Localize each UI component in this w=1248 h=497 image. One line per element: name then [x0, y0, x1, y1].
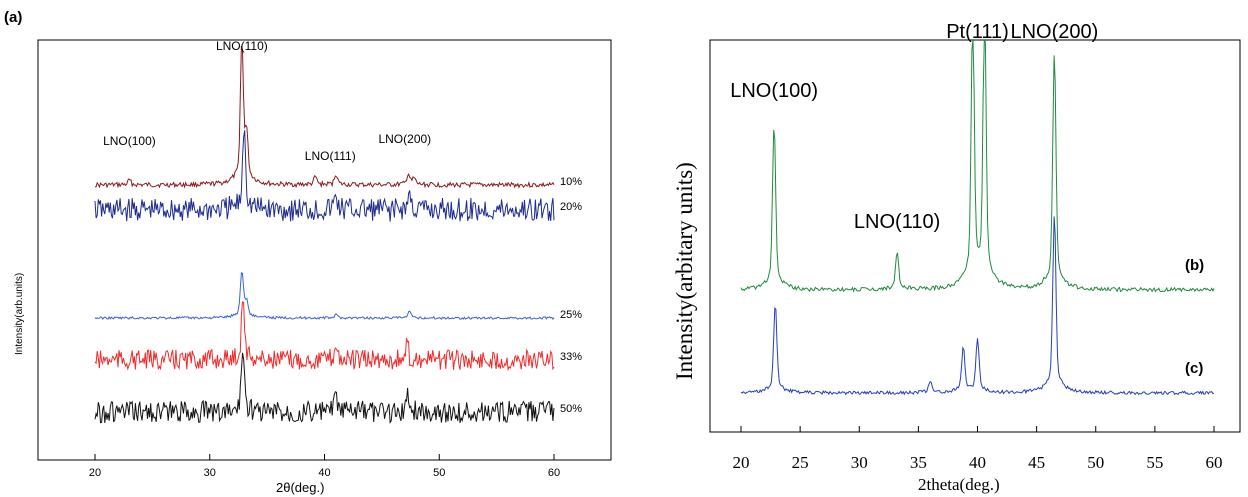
panel-b-x-tick-label: 25 — [792, 453, 809, 472]
panel-b-x-ticks: 20 25 30 35 40 45 50 55 60 — [733, 426, 1223, 472]
panel-a-peak-annotation: LNO(110) — [216, 39, 268, 53]
panel-a-series-line-2 — [94, 130, 555, 222]
panel-b-x-tick-label: 55 — [1146, 453, 1163, 472]
panel-a-x-tick-label: 40 — [318, 467, 330, 479]
panel-b-x-tick-label: 45 — [1028, 453, 1045, 472]
panel-a-x-tick-label: 50 — [433, 467, 445, 479]
panel-a-series-line-3 — [94, 271, 555, 320]
panel-a-series — [94, 45, 555, 425]
panel-b-frame — [709, 39, 1241, 433]
panel-b-series — [740, 39, 1215, 396]
panel-a-x-tick-label: 20 — [89, 467, 101, 479]
panel-b-x-axis-label: 2theta(deg.) — [918, 475, 1000, 494]
panel-b-x-tick-label: 30 — [851, 453, 868, 472]
panel-b: 20 25 30 35 40 45 50 55 60 LNO(100) LNO(110) Pt(11… — [672, 21, 1241, 494]
panel-a-peak-annotation: LNO(200) — [378, 132, 431, 146]
panel-a-series-label: 20% — [560, 201, 582, 213]
panel-a-label: (a) — [4, 9, 22, 26]
panel-b-x-tick-label: 20 — [733, 453, 750, 472]
panel-a-series-label: 33% — [560, 351, 582, 363]
panel-a-x-ticks: 20 30 40 50 60 — [89, 454, 560, 479]
panel-a-series-labels: 10% 20% 25% 33% 50% — [560, 176, 582, 415]
panel-b-peak-annotation: Pt(111) — [946, 21, 1009, 43]
panel-a-series-label: 10% — [560, 176, 582, 188]
panel-b-series-labels: (b) (c) — [1185, 257, 1204, 377]
panel-a-x-tick-label: 30 — [204, 467, 216, 479]
panel-b-x-tick-label: 60 — [1206, 453, 1223, 472]
panel-b-x-tick-label: 40 — [969, 453, 986, 472]
panel-a-series-label: 50% — [560, 403, 582, 415]
panel-b-series-line-2 — [740, 216, 1215, 396]
panel-a-peak-annotation: LNO(111) — [305, 149, 356, 163]
panel-a-series-line-1 — [94, 45, 555, 189]
panel-b-peak-annotation: LNO(110) — [854, 211, 940, 233]
panel-a-annotations: LNO(100) LNO(110) LNO(111) LNO(200) — [103, 39, 431, 163]
panel-a-y-axis-label: Intensity(arb.units) — [14, 273, 25, 355]
panel-b-peak-annotation: LNO(100) — [730, 80, 818, 102]
panel-a-series-label: 25% — [560, 309, 582, 321]
panel-b-series-label: (c) — [1185, 360, 1203, 377]
panel-b-y-axis-label: Intensity(arbitary units) — [672, 162, 697, 380]
panel-a-series-line-5 — [94, 352, 555, 425]
panel-b-annotations: LNO(100) LNO(110) Pt(111) LNO(200) — [730, 21, 1098, 233]
panel-b-series-line-1 — [740, 39, 1215, 293]
panel-b-x-tick-label: 35 — [910, 453, 927, 472]
panel-a-x-axis-label: 2θ(deg.) — [276, 480, 324, 495]
panel-b-x-tick-label: 50 — [1087, 453, 1104, 472]
panel-b-series-label: (b) — [1185, 257, 1204, 274]
panel-a-x-tick-label: 60 — [548, 467, 560, 479]
panel-a-series-line-4 — [94, 301, 555, 372]
panel-b-peak-annotation: LNO(200) — [1010, 21, 1098, 43]
panel-a: (a) 20 30 40 50 60 LNO(100)LNO(110)LNO(111)L… — [4, 9, 612, 495]
panel-a-frame — [37, 39, 612, 461]
panel-a-peak-annotation: LNO(100) — [103, 134, 156, 148]
